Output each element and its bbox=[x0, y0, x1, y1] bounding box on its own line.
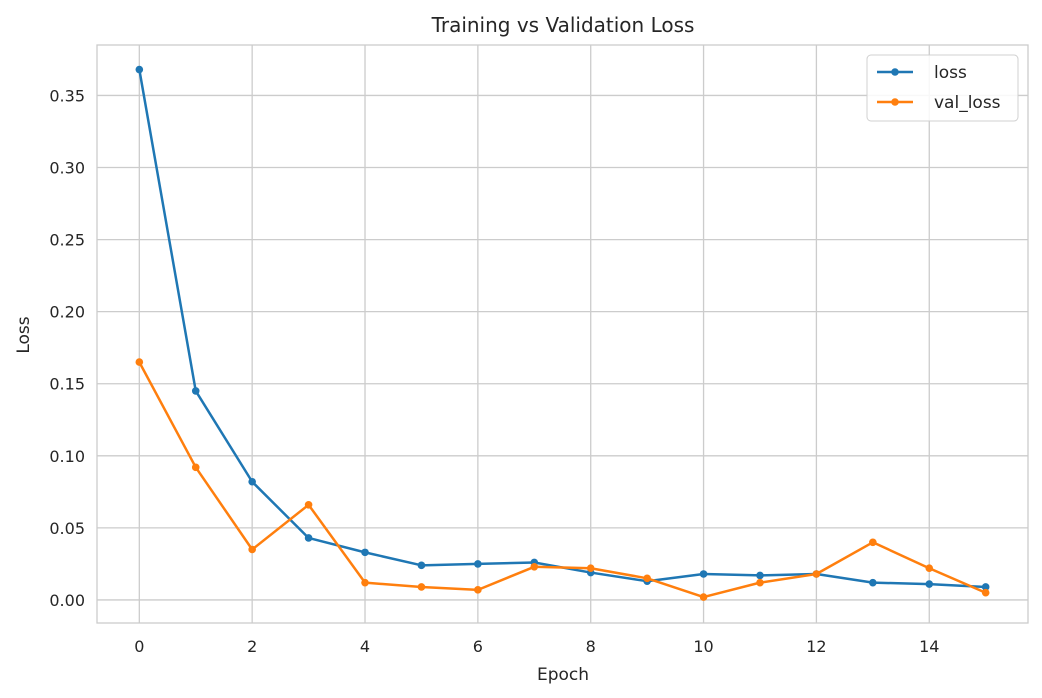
data-point-val_loss bbox=[981, 588, 990, 597]
data-point-loss bbox=[925, 580, 934, 588]
data-point-loss bbox=[981, 583, 990, 591]
data-point-loss bbox=[417, 561, 426, 570]
x-tick-label: 4 bbox=[360, 637, 370, 656]
legend-marker-loss bbox=[891, 68, 899, 76]
data-point-loss bbox=[361, 548, 369, 557]
data-point-loss bbox=[304, 534, 313, 542]
y-tick-label: 0.10 bbox=[49, 447, 85, 466]
plot-frame bbox=[96, 44, 1029, 624]
x-tick-label: 6 bbox=[473, 637, 483, 656]
data-point-loss bbox=[699, 570, 708, 578]
data-point-loss bbox=[474, 560, 482, 568]
data-point-val_loss bbox=[586, 564, 595, 573]
y-tick-label: 0.35 bbox=[49, 86, 85, 105]
y-tick-label: 0.20 bbox=[49, 303, 85, 322]
data-point-val_loss bbox=[361, 578, 369, 587]
data-point-val_loss bbox=[417, 583, 426, 591]
data-point-val_loss bbox=[869, 538, 877, 547]
x-tick-label: 0 bbox=[134, 637, 144, 656]
data-point-val_loss bbox=[925, 564, 934, 573]
y-tick-label: 0.25 bbox=[49, 231, 85, 250]
legend-label-val_loss: val_loss bbox=[934, 93, 1001, 113]
x-axis-label: Epoch bbox=[537, 665, 589, 685]
x-tick-label: 2 bbox=[247, 637, 257, 656]
data-point-val_loss bbox=[304, 501, 313, 509]
data-point-val_loss bbox=[191, 463, 200, 472]
legend: loss val_loss bbox=[866, 54, 1019, 122]
x-tick-label: 14 bbox=[919, 637, 939, 656]
x-tick-label: 12 bbox=[806, 637, 826, 656]
y-tick-label: 0.30 bbox=[49, 159, 85, 178]
series-line-val_loss bbox=[138, 360, 987, 599]
data-point-val_loss bbox=[756, 578, 764, 587]
legend-marker-val_loss bbox=[891, 98, 899, 106]
data-point-val_loss bbox=[530, 562, 539, 571]
y-tick-label: 0.00 bbox=[49, 591, 85, 610]
data-point-val_loss bbox=[812, 570, 821, 578]
y-tick-label: 0.15 bbox=[49, 375, 85, 394]
x-tick-label: 8 bbox=[586, 637, 596, 656]
data-point-loss bbox=[756, 571, 764, 580]
y-tick-label: 0.05 bbox=[49, 519, 85, 538]
chart-title: Training vs Validation Loss bbox=[431, 13, 695, 37]
data-point-val_loss bbox=[135, 358, 144, 366]
data-point-val_loss bbox=[643, 574, 651, 583]
data-point-loss bbox=[191, 387, 200, 395]
plot-area: 0 2 4 6 8 10 12 14 0.00 0.05 0.10 0.15 0.20 0.25 0.30 0… bbox=[49, 44, 1029, 656]
data-point-val_loss bbox=[699, 593, 708, 601]
legend-label-loss: loss bbox=[934, 63, 967, 83]
data-point-val_loss bbox=[248, 545, 256, 554]
y-axis-label: Loss bbox=[14, 316, 34, 353]
data-point-loss bbox=[869, 578, 877, 587]
data-point-loss bbox=[248, 477, 256, 486]
data-point-val_loss bbox=[474, 586, 482, 594]
data-point-loss bbox=[135, 65, 144, 74]
x-tick-label: 10 bbox=[693, 637, 713, 656]
